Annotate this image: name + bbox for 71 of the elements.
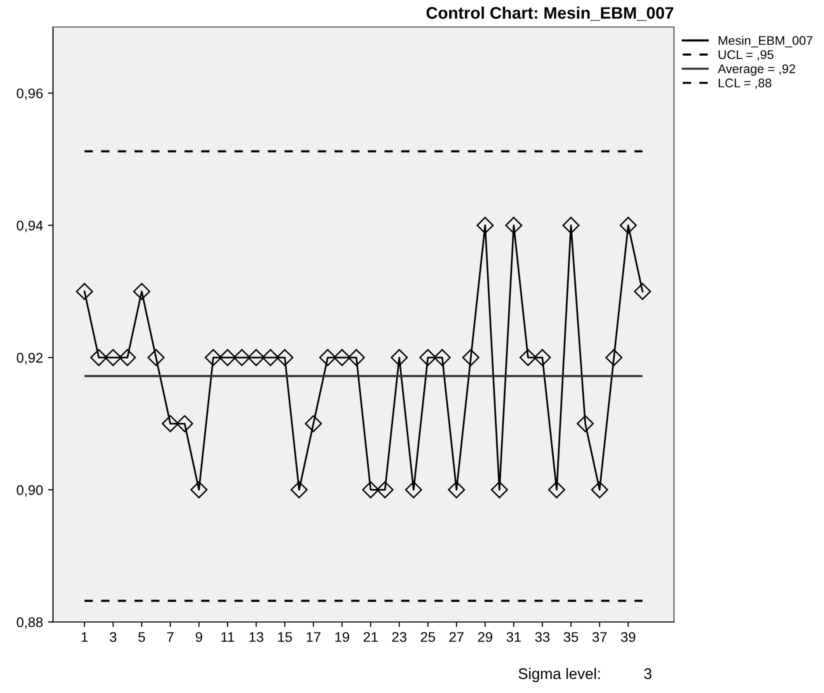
point: [348, 349, 365, 366]
point: [118, 349, 136, 366]
y-tick-label: 0,94: [16, 220, 43, 232]
point: [304, 415, 322, 432]
point: [90, 349, 108, 366]
point: [362, 481, 380, 498]
x-tick-label: 21: [364, 632, 378, 642]
point: [262, 349, 280, 366]
point: [190, 481, 208, 498]
x-tick-label: 33: [535, 632, 550, 642]
point: [405, 481, 422, 498]
point: [605, 349, 622, 366]
point: [390, 349, 408, 366]
point: [591, 481, 608, 498]
point: [462, 349, 480, 366]
y-tick-label: 0,88: [16, 617, 43, 629]
x-tick-label: 15: [278, 632, 292, 642]
point: [219, 349, 236, 366]
point: [290, 481, 308, 498]
text: Sigma level: 3: [518, 668, 652, 682]
point: [548, 481, 566, 498]
point: [319, 349, 336, 366]
point: [276, 349, 294, 366]
point: [147, 349, 165, 366]
point: [376, 481, 394, 498]
x-tick-label: 13: [250, 632, 264, 642]
point: [562, 216, 580, 234]
x-tick-label: 39: [621, 632, 636, 642]
x-tick-label: 9: [196, 632, 202, 642]
x-tick-label: 31: [506, 632, 521, 642]
point: [76, 282, 94, 300]
x-tick-label: 3: [110, 632, 116, 642]
point: [576, 415, 594, 432]
point: [233, 349, 250, 366]
y-tick-label: 0,92: [16, 352, 43, 364]
legend-label: UCL = ,95: [718, 50, 774, 61]
point: [520, 349, 537, 366]
point: [534, 349, 551, 366]
y-tick-label: 0,96: [16, 88, 43, 100]
point: [104, 349, 122, 366]
point: [434, 349, 451, 366]
y-tick-label: 0,90: [16, 485, 43, 497]
point: [248, 349, 265, 366]
point: [505, 216, 522, 234]
legend-label: LCL = ,88: [718, 78, 772, 89]
x-tick-label: 37: [592, 632, 607, 642]
x-tick-label: 19: [335, 632, 350, 642]
point: [476, 216, 494, 234]
x-tick-label: 35: [564, 632, 578, 642]
point: [448, 481, 466, 498]
x-tick-label: 25: [420, 632, 436, 642]
point: [133, 282, 150, 300]
chart-title: Control Chart: Mesin_EBM_007: [426, 6, 674, 21]
x-tick-label: 1: [82, 632, 88, 642]
x-tick-label: 27: [449, 632, 464, 642]
point: [176, 415, 194, 432]
x-tick-label: 29: [478, 632, 492, 642]
point: [333, 349, 351, 366]
point: [634, 282, 652, 300]
point: [490, 481, 508, 498]
x-tick-label: 23: [392, 632, 406, 642]
x-tick-label: 11: [221, 632, 234, 642]
point: [620, 216, 637, 234]
x-tick-label: 17: [306, 632, 320, 642]
legend-label: Average = ,92: [718, 64, 796, 76]
point: [162, 415, 179, 432]
point: [204, 349, 222, 366]
point: [419, 349, 436, 366]
legend-label: Mesin_EBM_007: [718, 36, 812, 48]
x-tick-label: 7: [167, 632, 174, 642]
x-tick-label: 5: [138, 632, 145, 642]
